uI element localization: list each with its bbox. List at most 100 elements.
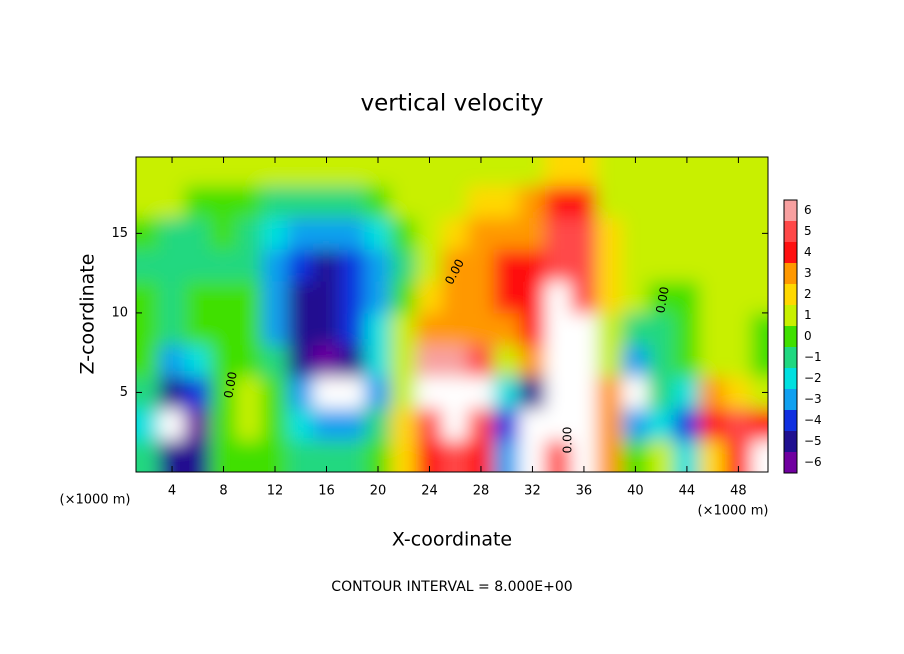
field-cell: [493, 157, 521, 187]
field-cell: [338, 344, 366, 378]
field-cell: [158, 312, 186, 346]
field-cell: [750, 157, 768, 187]
x-tick-label: 28: [473, 484, 490, 499]
field-cell: [725, 376, 752, 409]
field-cell: [158, 280, 186, 314]
field-cell: [519, 216, 546, 250]
field-cell: [287, 344, 315, 378]
field-cell: [596, 157, 624, 187]
field-cell: [338, 157, 366, 187]
field-cell: [364, 407, 392, 441]
contour-label: 0.00: [221, 371, 239, 400]
field-cell: [596, 344, 624, 378]
field-cell: [493, 280, 521, 314]
field-cell: [287, 312, 315, 346]
y-tick-label: 10: [111, 305, 128, 320]
contour-label: 0.00: [561, 427, 575, 454]
field-cell: [441, 157, 469, 187]
field-cell: [235, 344, 263, 378]
field-cell: [184, 185, 212, 218]
field-cell: [493, 376, 521, 409]
field-cell: [136, 185, 160, 218]
field-cell: [493, 248, 521, 282]
x-tick-label: 20: [370, 484, 387, 499]
field-cell: [261, 344, 289, 378]
field-cell: [544, 312, 572, 346]
field-cell: [673, 312, 701, 346]
field-cell: [570, 185, 598, 218]
field-cell: [725, 312, 752, 346]
field-cells: [136, 157, 768, 472]
field-cell: [313, 344, 340, 378]
colorbar-label: 6: [804, 203, 812, 217]
field-cell: [647, 312, 675, 346]
field-cell: [287, 157, 315, 187]
field-cell: [210, 185, 237, 218]
field-cell: [313, 185, 340, 218]
field-cell: [673, 185, 701, 218]
field-cell: [158, 216, 186, 250]
field-cell: [210, 376, 237, 409]
field-cell: [416, 376, 443, 409]
field-cell: [261, 185, 289, 218]
field-cell: [338, 439, 366, 472]
field-cell: [570, 216, 598, 250]
field-cell: [338, 216, 366, 250]
field-cell: [390, 157, 418, 187]
colorbar-label: 0: [804, 329, 812, 343]
field-cell: [699, 157, 727, 187]
field-cell: [647, 439, 675, 472]
field-cell: [136, 312, 160, 346]
field-cell: [364, 312, 392, 346]
field-cell: [699, 439, 727, 472]
field-cell: [699, 312, 727, 346]
field-cell: [493, 216, 521, 250]
field-cell: [570, 248, 598, 282]
field-cell: [390, 312, 418, 346]
field-cell: [519, 280, 546, 314]
field-cell: [750, 280, 768, 314]
field-cell: [493, 344, 521, 378]
field-cell: [261, 407, 289, 441]
field-cell: [467, 185, 495, 218]
field-cell: [725, 216, 752, 250]
field-cell: [699, 407, 727, 441]
field-cell: [338, 312, 366, 346]
field-cell: [235, 248, 263, 282]
field-cell: [235, 157, 263, 187]
colorbar-swatch: [784, 284, 797, 305]
colorbar-swatch: [784, 221, 797, 242]
field-cell: [416, 280, 443, 314]
field-cell: [184, 280, 212, 314]
field-cell: [596, 248, 624, 282]
field-cell: [596, 185, 624, 218]
field-cell: [750, 312, 768, 346]
field-cell: [338, 185, 366, 218]
colorbar-frame: [783, 199, 798, 474]
field-cell: [750, 216, 768, 250]
field-cell: [750, 376, 768, 409]
colorbar-label: 1: [804, 308, 812, 322]
colorbar-label: −3: [804, 392, 822, 406]
field-cell: [313, 216, 340, 250]
field-cell: [647, 376, 675, 409]
field-cell: [287, 185, 315, 218]
x-tick-label: 4: [168, 484, 176, 499]
field-cell: [261, 216, 289, 250]
colorbar-swatch: [784, 410, 797, 431]
field-cell: [416, 312, 443, 346]
field-cell: [699, 216, 727, 250]
field-cell: [544, 376, 572, 409]
field-cell: [416, 248, 443, 282]
overlay: 4 8 12 16 20 24 28 32 36 40 44 48510150.000.000.000…: [111, 156, 822, 499]
x-tick-label: 12: [267, 484, 284, 499]
field-cell: [136, 248, 160, 282]
field-cell: [467, 312, 495, 346]
field-cell: [261, 312, 289, 346]
colorbar-swatch: [784, 305, 797, 326]
field-cell: [287, 376, 315, 409]
field-cell: [416, 344, 443, 378]
x-tick-label: 48: [730, 484, 747, 499]
field-cell: [544, 439, 572, 472]
y-tick-label: 5: [120, 385, 128, 400]
